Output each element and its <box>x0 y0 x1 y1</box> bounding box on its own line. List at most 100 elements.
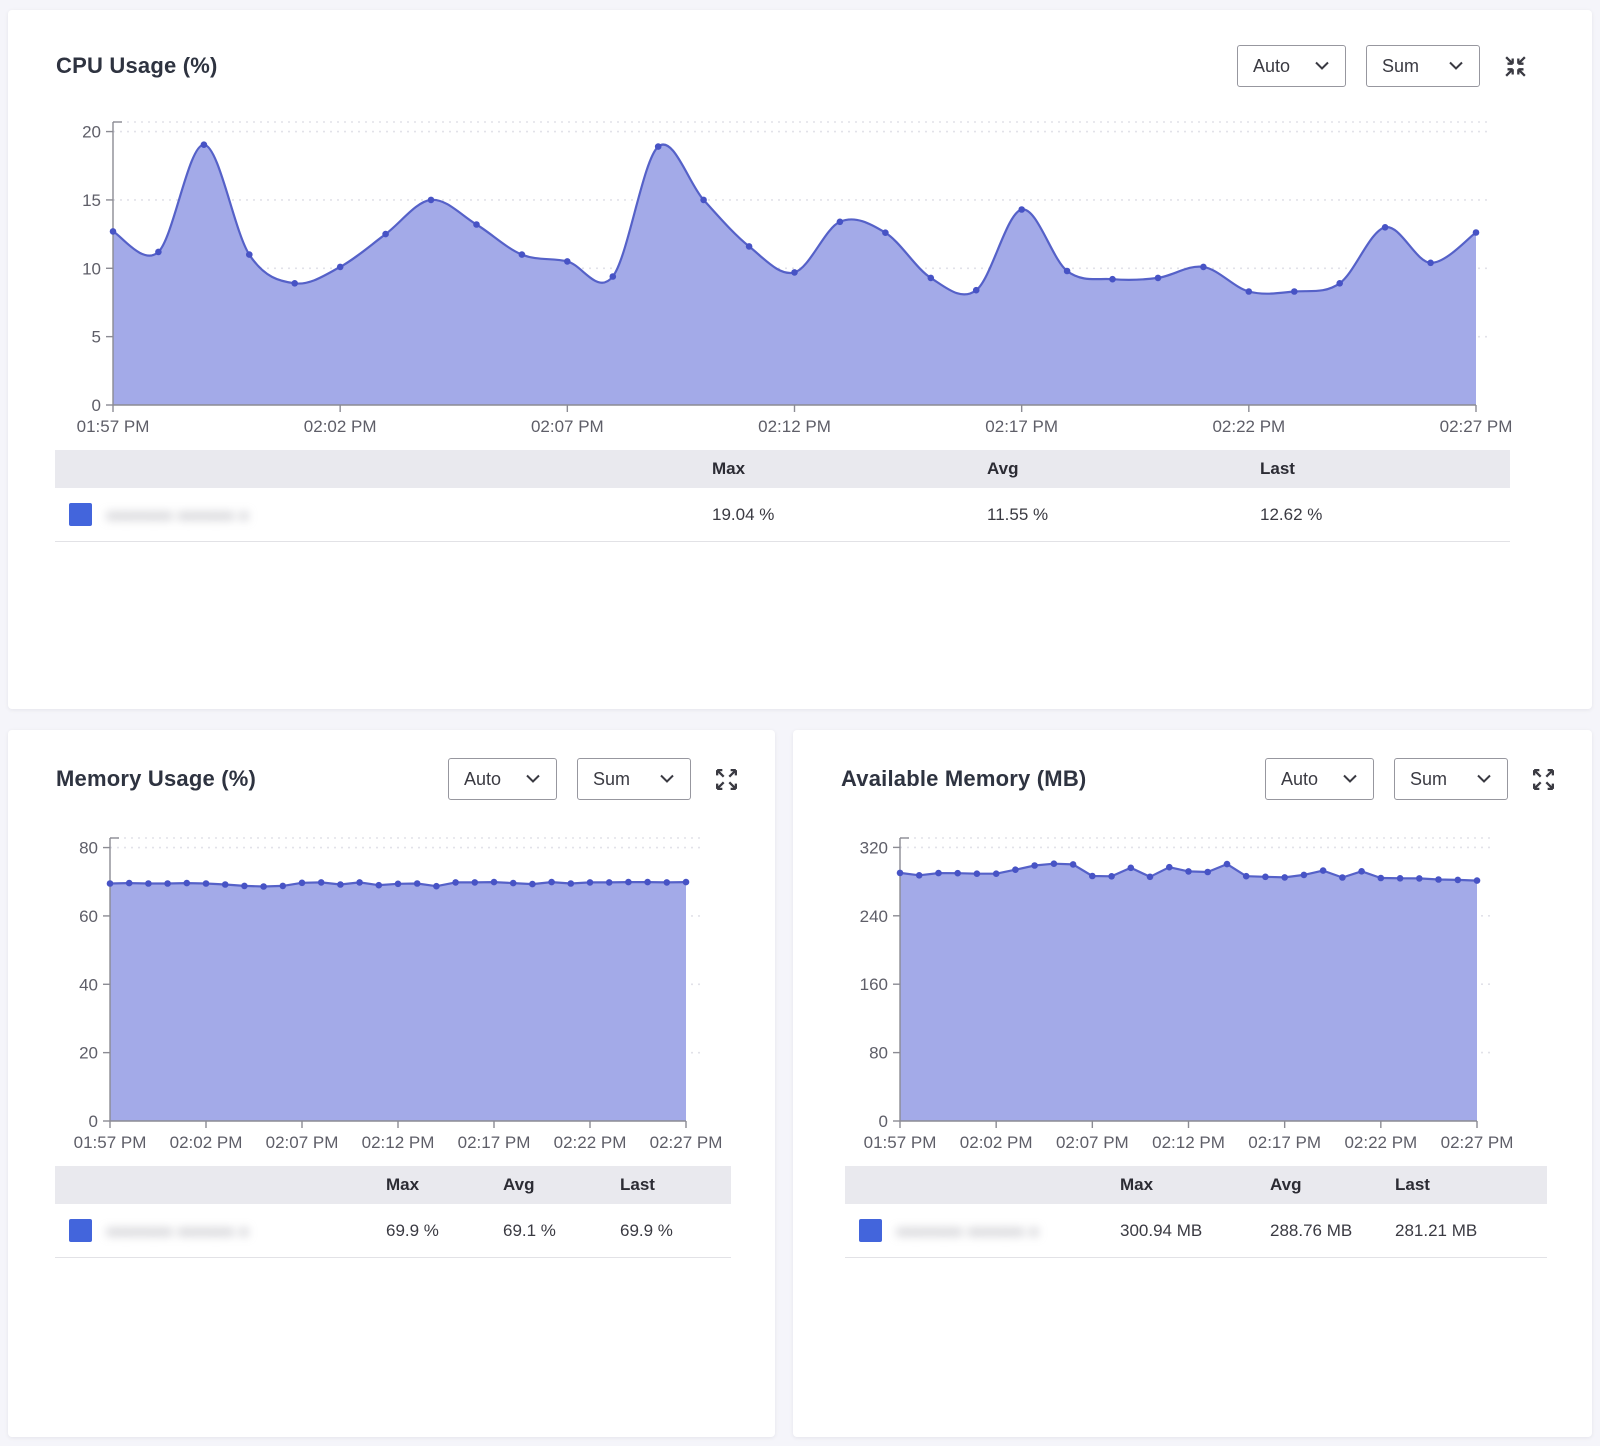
svg-text:5: 5 <box>92 328 101 347</box>
series-swatch <box>69 1219 92 1242</box>
svg-text:20: 20 <box>79 1044 98 1063</box>
legend-avg-value: 11.55 % <box>987 504 1049 524</box>
legend-header-row: Max Avg Last <box>55 450 1510 488</box>
legend-header-avg: Avg <box>503 1175 535 1194</box>
legend-row[interactable]: ●●●●●●● ●●●●●● ● 19.04 % 11.55 % 12.62 % <box>55 488 1510 542</box>
panel-memory-usage: Memory Usage (%) Auto Sum 0 20 40 60 80 01:57… <box>8 730 775 1437</box>
panel-header: Memory Usage (%) Auto Sum <box>8 730 775 802</box>
chevron-down-icon <box>1477 774 1491 783</box>
cpu-legend-table: Max Avg Last ●●●●●●● ●●●●●● ● 19.04 % 11… <box>55 450 1510 542</box>
chevron-down-icon <box>660 774 674 783</box>
legend-avg-value: 69.1 % <box>503 1220 556 1240</box>
series-name-redacted: ●●●●●●● ●●●●●● ● <box>107 506 250 523</box>
memory-usage-chart[interactable]: 0 20 40 60 80 01:57 PM 02:02 PM 02:07 PM 02:12 P… <box>32 826 751 1160</box>
svg-text:02:27 PM: 02:27 PM <box>1440 417 1513 436</box>
svg-text:02:07 PM: 02:07 PM <box>531 417 604 436</box>
aggregation-select[interactable]: Sum <box>1366 45 1480 87</box>
panel-controls: Auto Sum <box>1237 45 1530 87</box>
page-title: Available Memory (MB) <box>841 766 1087 791</box>
legend-header-last: Last <box>620 1175 655 1194</box>
svg-text:02:12 PM: 02:12 PM <box>1152 1133 1225 1152</box>
legend-avg-value: 288.76 MB <box>1270 1220 1353 1240</box>
expand-panel-button[interactable] <box>1528 764 1558 794</box>
legend-header-max: Max <box>386 1175 420 1194</box>
legend-header-last: Last <box>1260 459 1295 478</box>
svg-text:02:12 PM: 02:12 PM <box>758 417 831 436</box>
time-range-value: Auto <box>1281 768 1319 789</box>
legend-last-value: 69.9 % <box>620 1220 673 1240</box>
legend-header-row: Max Avg Last <box>845 1166 1547 1204</box>
panel-header: Available Memory (MB) Auto Sum <box>793 730 1592 802</box>
svg-text:160: 160 <box>860 975 888 994</box>
aggregation-value: Sum <box>593 768 631 789</box>
panel-header: CPU Usage (%) Auto Sum <box>8 10 1592 90</box>
svg-text:02:12 PM: 02:12 PM <box>362 1133 435 1152</box>
expand-icon <box>715 768 737 790</box>
legend-max-value: 19.04 % <box>712 504 775 524</box>
expand-panel-button[interactable] <box>711 764 741 794</box>
time-range-select[interactable]: Auto <box>1265 758 1374 800</box>
svg-text:15: 15 <box>82 191 101 210</box>
svg-text:02:02 PM: 02:02 PM <box>960 1133 1033 1152</box>
chevron-down-icon <box>1449 61 1463 70</box>
expand-icon <box>1532 768 1554 790</box>
panel-cpu-usage: CPU Usage (%) Auto Sum 0 5 10 15 20 01:57 PM 0… <box>8 10 1592 709</box>
svg-text:02:07 PM: 02:07 PM <box>266 1133 339 1152</box>
svg-text:02:22 PM: 02:22 PM <box>1344 1133 1417 1152</box>
page-title: CPU Usage (%) <box>56 53 218 78</box>
legend-header-max: Max <box>712 459 746 478</box>
page-title: Memory Usage (%) <box>56 766 257 791</box>
series-swatch <box>859 1219 882 1242</box>
panel-controls: Auto Sum <box>448 758 741 800</box>
time-range-select[interactable]: Auto <box>1237 45 1346 87</box>
legend-max-value: 69.9 % <box>386 1220 439 1240</box>
chevron-down-icon <box>1315 61 1329 70</box>
aggregation-value: Sum <box>1382 55 1420 76</box>
svg-text:02:07 PM: 02:07 PM <box>1056 1133 1129 1152</box>
aggregation-value: Sum <box>1410 768 1448 789</box>
cpu-usage-chart[interactable]: 0 5 10 15 20 01:57 PM 02:02 PM 02:07 PM 02:12 PM… <box>56 110 1544 444</box>
chevron-down-icon <box>526 774 540 783</box>
panel-available-memory: Available Memory (MB) Auto Sum 0 80 160 240… <box>793 730 1592 1437</box>
panel-controls: Auto Sum <box>1265 758 1558 800</box>
svg-text:01:57 PM: 01:57 PM <box>864 1133 937 1152</box>
available-memory-chart[interactable]: 0 80 160 240 320 01:57 PM 02:02 PM 02:07 PM 02:1… <box>819 826 1564 1160</box>
svg-text:0: 0 <box>89 1112 98 1131</box>
legend-max-value: 300.94 MB <box>1120 1220 1203 1240</box>
time-range-select[interactable]: Auto <box>448 758 557 800</box>
legend-row[interactable]: ●●●●●●● ●●●●●● ● 300.94 MB 288.76 MB 281… <box>845 1204 1547 1258</box>
svg-text:20: 20 <box>82 123 101 142</box>
svg-text:240: 240 <box>860 907 888 926</box>
legend-header-max: Max <box>1120 1175 1154 1194</box>
aggregation-select[interactable]: Sum <box>577 758 691 800</box>
svg-text:02:17 PM: 02:17 PM <box>985 417 1058 436</box>
svg-text:02:17 PM: 02:17 PM <box>1248 1133 1321 1152</box>
svg-text:60: 60 <box>79 907 98 926</box>
chevron-down-icon <box>1343 774 1357 783</box>
svg-text:80: 80 <box>79 839 98 858</box>
legend-header-row: Max Avg Last <box>55 1166 731 1204</box>
legend-header-avg: Avg <box>987 459 1019 478</box>
available-memory-legend-table: Max Avg Last ●●●●●●● ●●●●●● ● 300.94 MB … <box>845 1166 1547 1258</box>
legend-header-avg: Avg <box>1270 1175 1302 1194</box>
legend-header-last: Last <box>1395 1175 1430 1194</box>
svg-text:02:02 PM: 02:02 PM <box>170 1133 243 1152</box>
svg-text:01:57 PM: 01:57 PM <box>77 417 150 436</box>
series-name-redacted: ●●●●●●● ●●●●●● ● <box>107 1222 250 1239</box>
time-range-value: Auto <box>1253 55 1291 76</box>
collapse-icon <box>1504 55 1526 77</box>
svg-text:40: 40 <box>79 975 98 994</box>
aggregation-select[interactable]: Sum <box>1394 758 1508 800</box>
svg-text:320: 320 <box>860 838 888 857</box>
series-swatch <box>69 503 92 526</box>
legend-last-value: 12.62 % <box>1260 504 1323 524</box>
svg-text:0: 0 <box>92 396 101 415</box>
svg-text:02:27 PM: 02:27 PM <box>1441 1133 1514 1152</box>
memory-legend-table: Max Avg Last ●●●●●●● ●●●●●● ● 69.9 % 69.… <box>55 1166 731 1258</box>
collapse-panel-button[interactable] <box>1500 51 1530 81</box>
svg-text:02:22 PM: 02:22 PM <box>1212 417 1285 436</box>
svg-text:01:57 PM: 01:57 PM <box>74 1133 147 1152</box>
svg-text:80: 80 <box>869 1044 888 1063</box>
legend-row[interactable]: ●●●●●●● ●●●●●● ● 69.9 % 69.1 % 69.9 % <box>55 1204 731 1258</box>
series-name-redacted: ●●●●●●● ●●●●●● ● <box>897 1222 1040 1239</box>
